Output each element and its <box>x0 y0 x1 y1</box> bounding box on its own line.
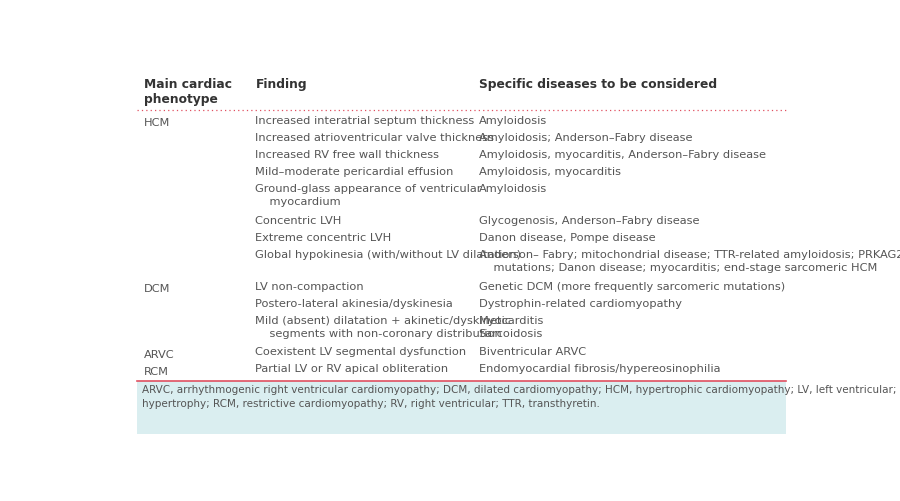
Text: Global hypokinesia (with/without LV dilatation): Global hypokinesia (with/without LV dila… <box>256 249 521 260</box>
Text: Genetic DCM (more frequently sarcomeric mutations): Genetic DCM (more frequently sarcomeric … <box>479 281 785 291</box>
Text: ARVC, arrhythmogenic right ventricular cardiomyopathy; DCM, dilated cardiomyopat: ARVC, arrhythmogenic right ventricular c… <box>142 384 900 408</box>
Text: Increased RV free wall thickness: Increased RV free wall thickness <box>256 150 439 160</box>
Text: Endomyocardial fibrosis/hypereosinophilia: Endomyocardial fibrosis/hypereosinophili… <box>479 364 720 374</box>
Text: Myocarditis
Sarcoidosis: Myocarditis Sarcoidosis <box>479 315 544 338</box>
Text: Partial LV or RV apical obliteration: Partial LV or RV apical obliteration <box>256 364 448 374</box>
Text: Amyloidosis, myocarditis, Anderson–Fabry disease: Amyloidosis, myocarditis, Anderson–Fabry… <box>479 150 766 160</box>
FancyBboxPatch shape <box>137 381 786 434</box>
Text: Amyloidosis, myocarditis: Amyloidosis, myocarditis <box>479 167 621 177</box>
Text: ARVC: ARVC <box>144 349 175 359</box>
Text: Mild (absent) dilatation + akinetic/dyskinetic
    segments with non-coronary di: Mild (absent) dilatation + akinetic/dysk… <box>256 315 511 338</box>
Text: Biventricular ARVC: Biventricular ARVC <box>479 347 586 357</box>
Text: Coexistent LV segmental dysfunction: Coexistent LV segmental dysfunction <box>256 347 466 357</box>
Text: Main cardiac
phenotype: Main cardiac phenotype <box>144 78 232 105</box>
Text: Finding: Finding <box>256 78 307 91</box>
Text: Mild–moderate pericardial effusion: Mild–moderate pericardial effusion <box>256 167 454 177</box>
Text: Amyloidosis: Amyloidosis <box>479 116 547 126</box>
Text: Anderson– Fabry; mitochondrial disease; TTR-related amyloidosis; PRKAG2
    muta: Anderson– Fabry; mitochondrial disease; … <box>479 249 900 273</box>
Text: DCM: DCM <box>144 284 170 294</box>
Text: Increased interatrial septum thickness: Increased interatrial septum thickness <box>256 116 474 126</box>
Text: Concentric LVH: Concentric LVH <box>256 215 342 225</box>
Text: Amyloidosis; Anderson–Fabry disease: Amyloidosis; Anderson–Fabry disease <box>479 133 692 143</box>
Text: Increased atrioventricular valve thickness: Increased atrioventricular valve thickne… <box>256 133 494 143</box>
Text: Dystrophin-related cardiomyopathy: Dystrophin-related cardiomyopathy <box>479 298 681 308</box>
Text: HCM: HCM <box>144 118 170 128</box>
Text: RCM: RCM <box>144 366 169 376</box>
Text: Glycogenosis, Anderson–Fabry disease: Glycogenosis, Anderson–Fabry disease <box>479 215 699 225</box>
Text: Amyloidosis: Amyloidosis <box>479 184 547 194</box>
Text: LV non-compaction: LV non-compaction <box>256 281 364 291</box>
Text: Ground-glass appearance of ventricular
    myocardium: Ground-glass appearance of ventricular m… <box>256 184 482 207</box>
Text: Postero-lateral akinesia/dyskinesia: Postero-lateral akinesia/dyskinesia <box>256 298 454 308</box>
Text: Danon disease, Pompe disease: Danon disease, Pompe disease <box>479 232 655 242</box>
Text: Extreme concentric LVH: Extreme concentric LVH <box>256 232 392 242</box>
Text: Specific diseases to be considered: Specific diseases to be considered <box>479 78 716 91</box>
